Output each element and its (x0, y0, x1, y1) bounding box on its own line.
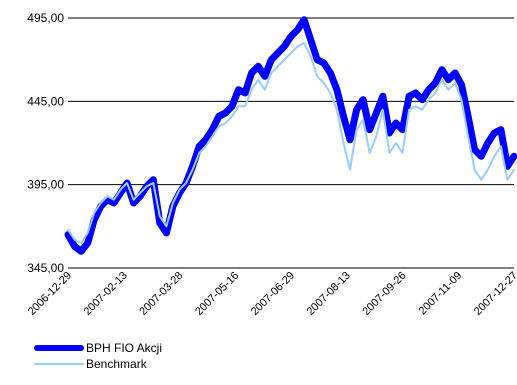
legend-swatch-benchmark (34, 363, 84, 365)
legend-swatch-fund (34, 345, 84, 351)
series-layer (64, 16, 517, 255)
x-tick-label: 2006-12-29 (26, 270, 74, 318)
x-tick-label: 2007-05-16 (193, 270, 241, 318)
x-axis: 2006-12-29 2007-02-13 2007-03-28 2007-05-16… (26, 270, 517, 318)
legend-label-fund: BPH FIO Akcji (86, 341, 163, 355)
x-tick-label: 2007-06-29 (249, 270, 297, 318)
x-tick-label: 2007-11-09 (417, 270, 465, 318)
legend-label-benchmark: Benchmark (86, 357, 147, 371)
x-tick-label: 2007-09-26 (360, 270, 408, 318)
y-tick-label: 345,00 (27, 261, 64, 275)
x-tick-label: 2007-02-13 (82, 270, 130, 318)
y-tick-label: 395,00 (27, 178, 64, 192)
grid (68, 17, 514, 269)
x-tick-label: 2007-12-27 (472, 270, 517, 318)
y-axis: 345,00 395,00 445,00 495,00 (27, 11, 64, 275)
x-tick-label: 2007-03-28 (137, 270, 185, 318)
series-line-benchmark (67, 42, 515, 244)
y-tick-label: 495,00 (27, 11, 64, 25)
y-tick-label: 445,00 (27, 94, 64, 108)
series-line-fund (64, 16, 517, 255)
x-tick-label: 2007-08-13 (305, 270, 353, 318)
